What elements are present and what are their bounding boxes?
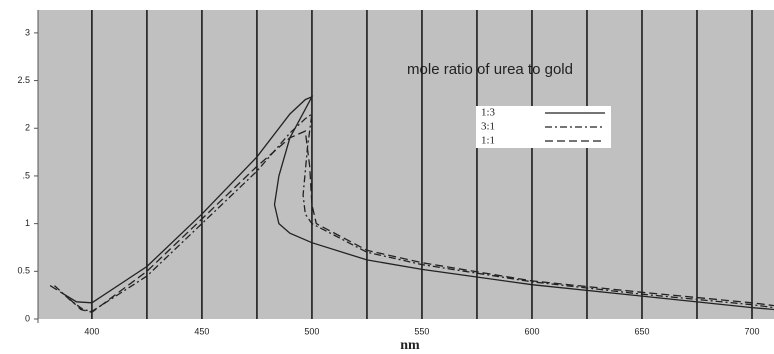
- x-tick-label: 500: [304, 326, 319, 336]
- x-tick-label: 650: [634, 326, 649, 336]
- x-tick-label: 450: [194, 326, 209, 336]
- y-tick-label: 2: [25, 123, 30, 133]
- y-tick-label: 0.5: [17, 266, 30, 276]
- y-tick-label: 1: [25, 218, 30, 228]
- y-tick-label: .5: [22, 170, 30, 180]
- legend-box: [476, 106, 611, 120]
- legend-box: [476, 134, 611, 148]
- x-tick-label: 600: [524, 326, 539, 336]
- series-line: [65, 95, 774, 311]
- series-line: [54, 112, 774, 313]
- x-tick-label: 550: [414, 326, 429, 336]
- legend-label: 1:3: [481, 107, 496, 119]
- y-tick-label: 0: [25, 313, 30, 323]
- legend-title: mole ratio of urea to gold: [407, 61, 573, 78]
- x-axis-label: nm: [400, 338, 420, 353]
- legend-label: 3:1: [481, 121, 495, 133]
- series-line: [49, 130, 774, 314]
- legend-box: [476, 120, 611, 134]
- y-tick-label: 3: [25, 27, 30, 37]
- x-tick-label: 700: [744, 326, 759, 336]
- x-tick-label: 400: [84, 326, 99, 336]
- y-tick-label: 2.5: [17, 75, 30, 85]
- plot-area: [38, 10, 774, 319]
- legend-label: 1:1: [481, 135, 495, 147]
